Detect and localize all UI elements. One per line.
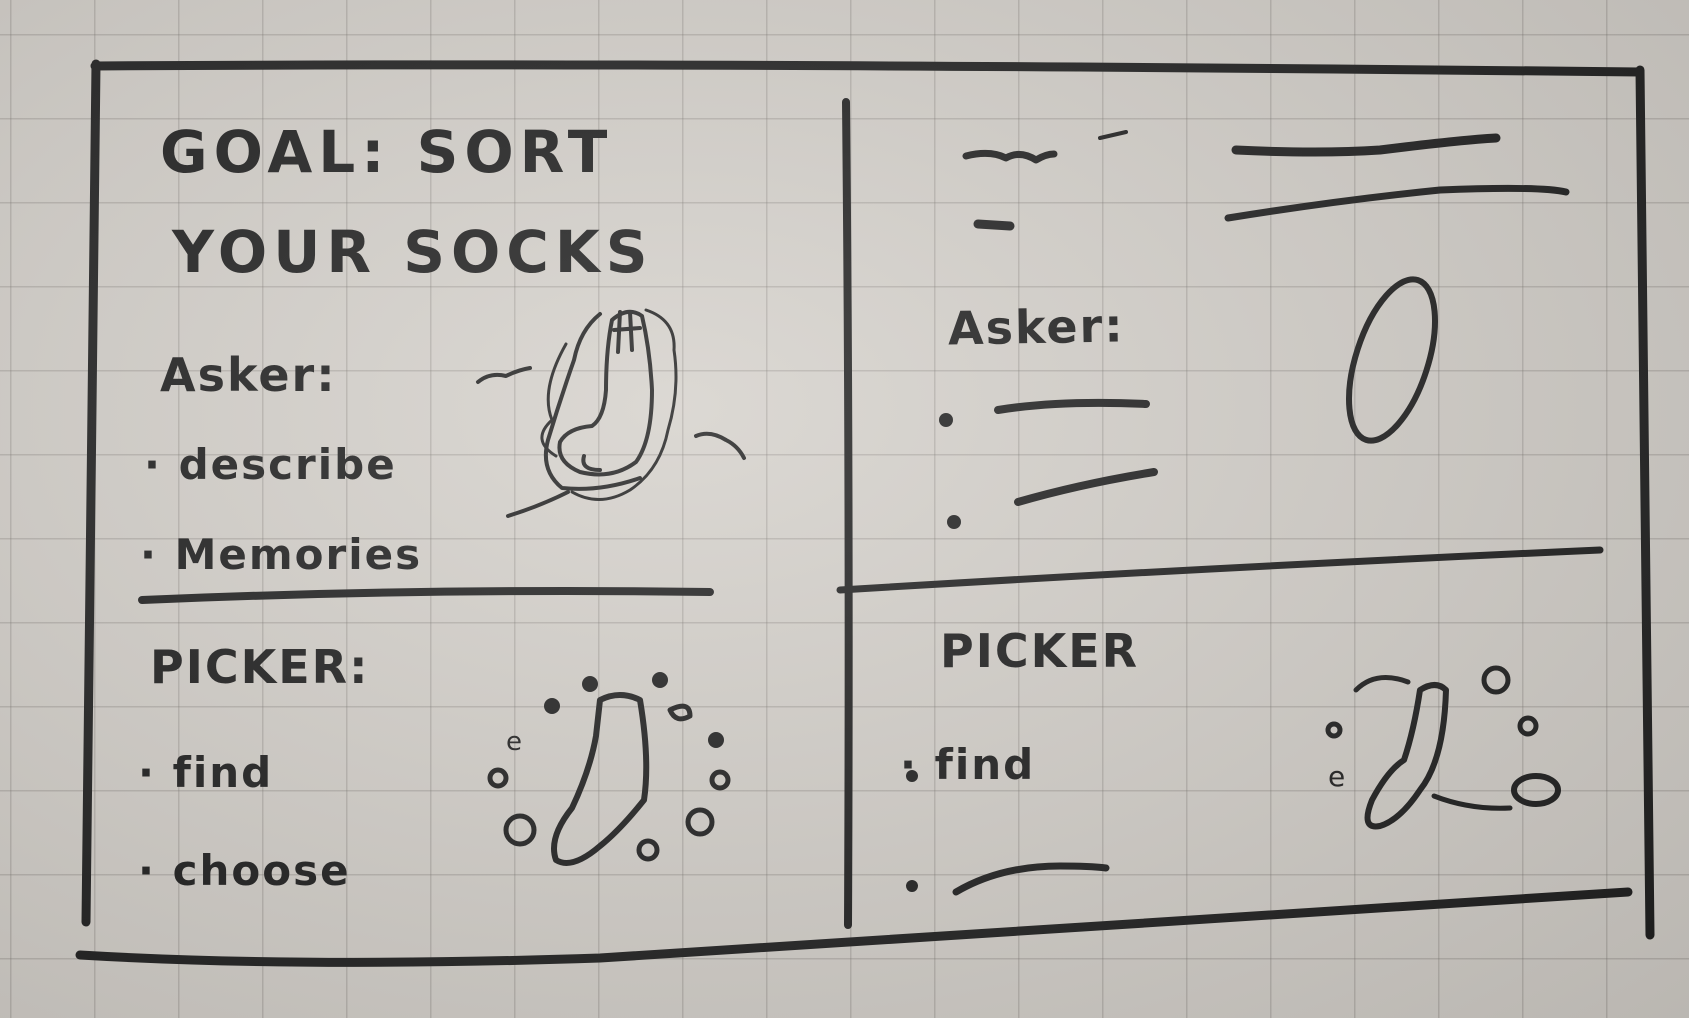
vertical-divider xyxy=(842,98,853,929)
goal-title-line2: YOUR SOCKS xyxy=(172,218,654,286)
picker-bullet-lines xyxy=(906,770,1110,896)
left-picker-label: PICKER: xyxy=(150,640,370,694)
left-picker-item-find: · find xyxy=(138,748,274,797)
outer-frame xyxy=(75,59,1655,967)
right-picker-item-find: · find xyxy=(900,740,1036,789)
left-asker-item-describe: · describe xyxy=(144,440,397,489)
right-horizontal-divider xyxy=(836,546,1604,594)
goal-title-line1: GOAL: SORT xyxy=(160,118,614,186)
svg-text:e: e xyxy=(1328,760,1345,793)
left-horizontal-divider xyxy=(138,587,714,604)
right-picker-label: PICKER xyxy=(940,624,1140,678)
right-asker-label: Asker: xyxy=(947,298,1126,356)
left-asker-label: Asker: xyxy=(160,348,337,402)
sock-among-dots-icon: e xyxy=(487,672,731,866)
oval-shape-icon xyxy=(1346,276,1438,444)
svg-text:e: e xyxy=(506,727,522,757)
left-picker-item-choose: · choose xyxy=(138,846,351,895)
left-asker-item-memories: · Memories xyxy=(140,530,423,579)
asker-bullet-lines xyxy=(939,398,1158,529)
sock-drawing-icon xyxy=(476,308,746,518)
placeholder-text-lines xyxy=(962,130,1570,231)
sock-with-circles-icon: e xyxy=(1325,665,1561,830)
